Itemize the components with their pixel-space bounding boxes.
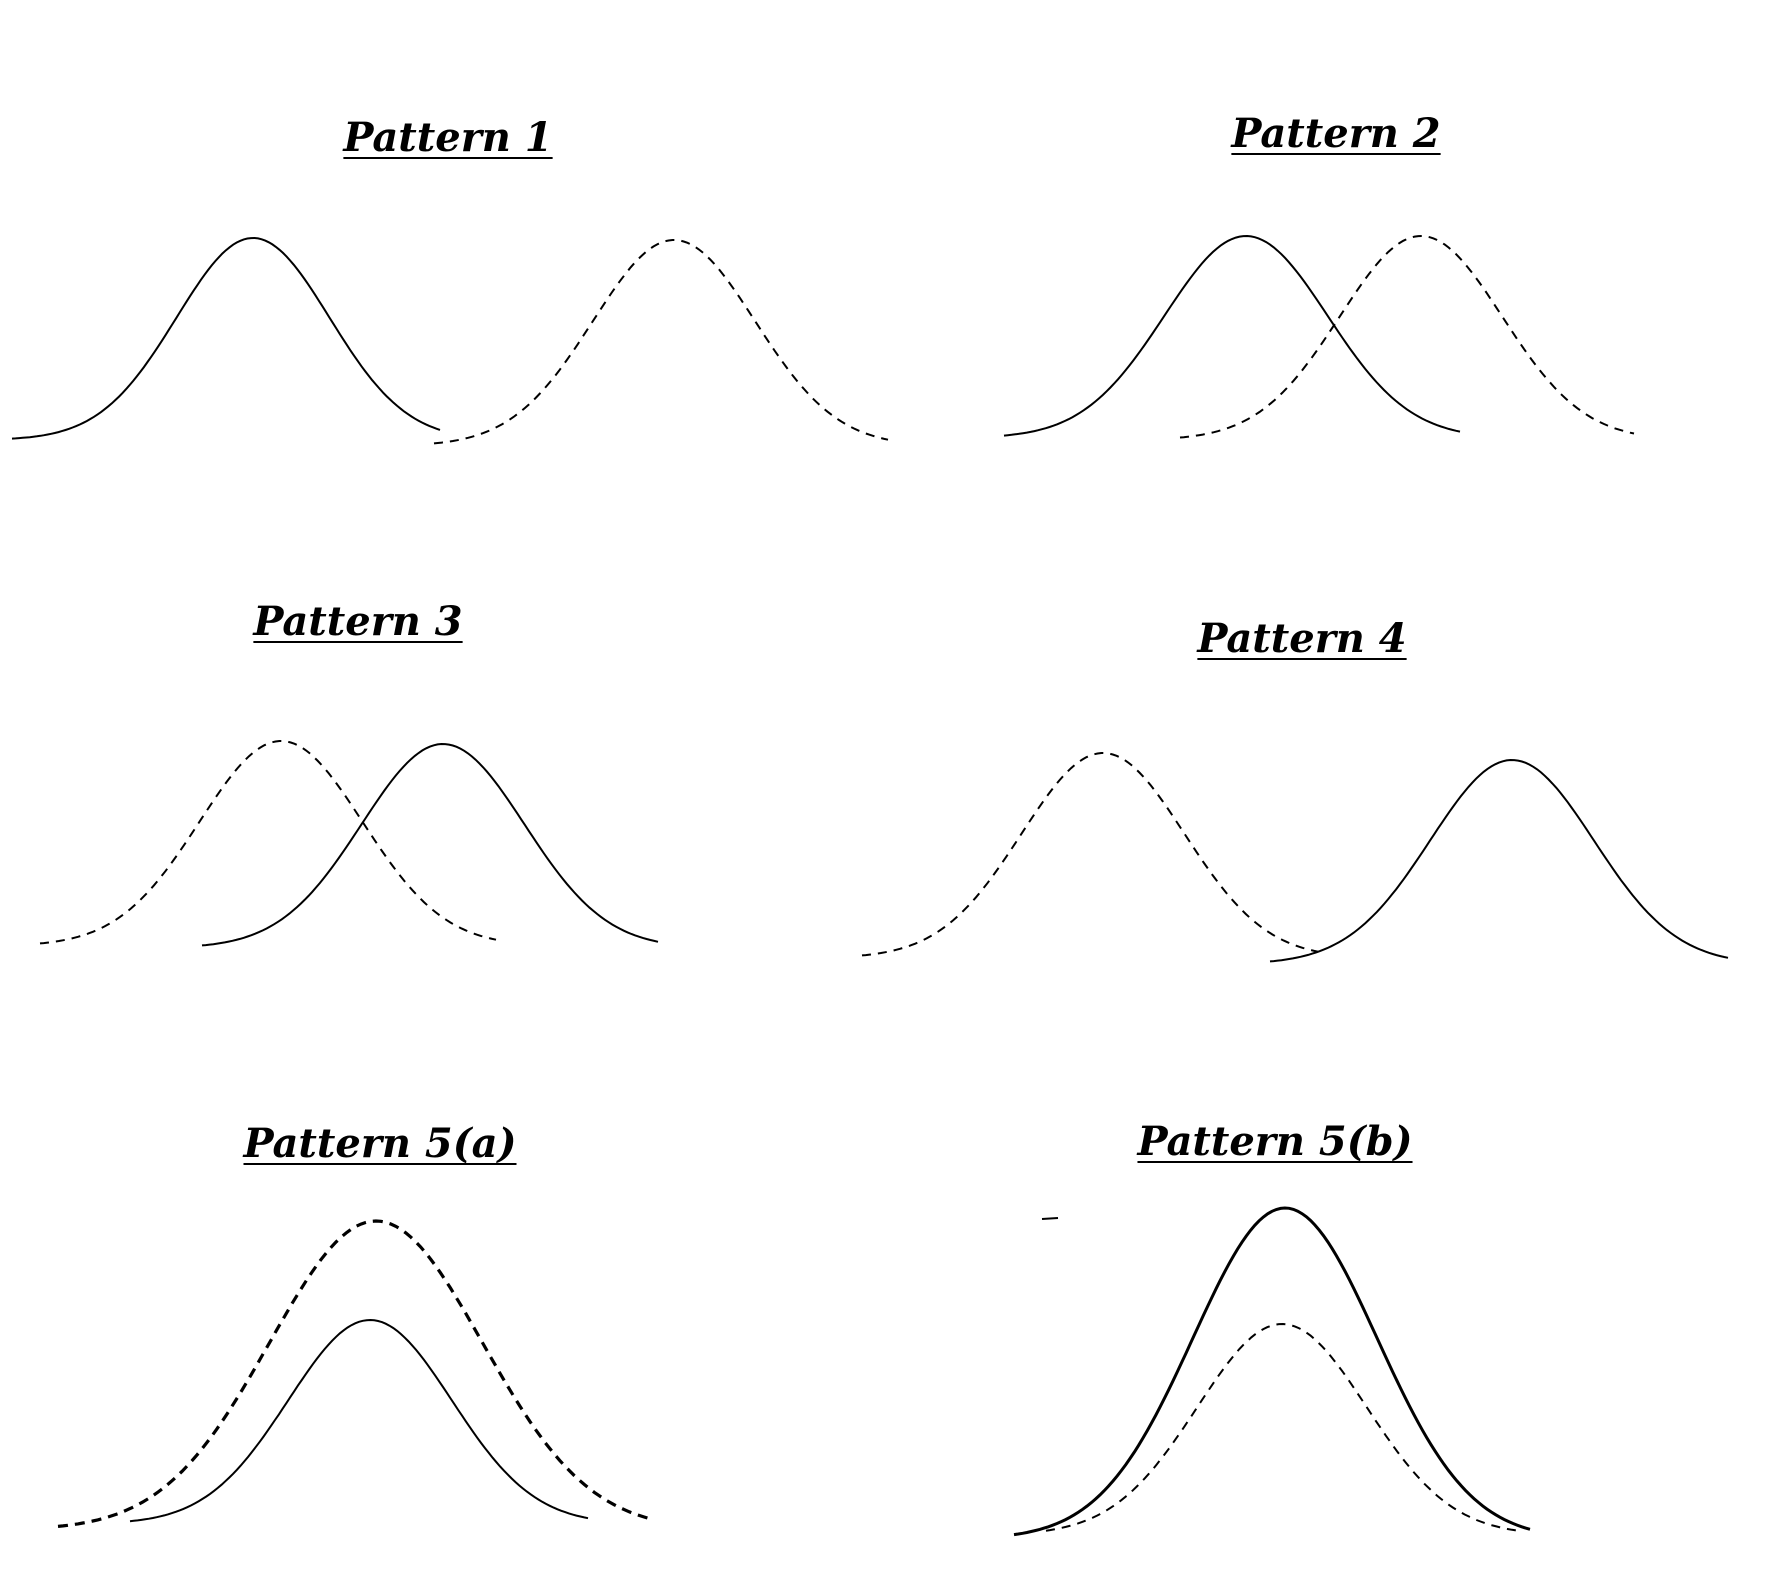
pattern-2-title: Pattern 2 (1231, 110, 1441, 157)
pattern-5b-solid-curve (1013, 1206, 1531, 1537)
pattern-3-solid-curve (201, 742, 659, 947)
pattern-1-dashed-curve (433, 238, 889, 445)
stray-mark (1041, 1217, 1059, 1220)
pattern-5a-title: Pattern 5(a) (243, 1120, 517, 1167)
pattern-1-title: Pattern 1 (343, 114, 553, 161)
pattern-3-dashed-curve (39, 739, 497, 945)
pattern-2-dashed-curve (1179, 234, 1635, 439)
pattern-4-title: Pattern 4 (1197, 615, 1407, 662)
pattern-3-title: Pattern 3 (253, 598, 463, 645)
pattern-5a-dashed-curve (57, 1219, 655, 1528)
pattern-5a-solid-curve (129, 1318, 589, 1523)
pattern-2-solid-curve (1003, 234, 1461, 437)
pattern-5b-title: Pattern 5(b) (1137, 1118, 1413, 1165)
pattern-5b-dashed-curve (1045, 1322, 1521, 1532)
pattern-4-dashed-curve (861, 751, 1319, 957)
pattern-1-solid-curve (11, 236, 441, 440)
pattern-4-solid-curve (1269, 758, 1729, 963)
